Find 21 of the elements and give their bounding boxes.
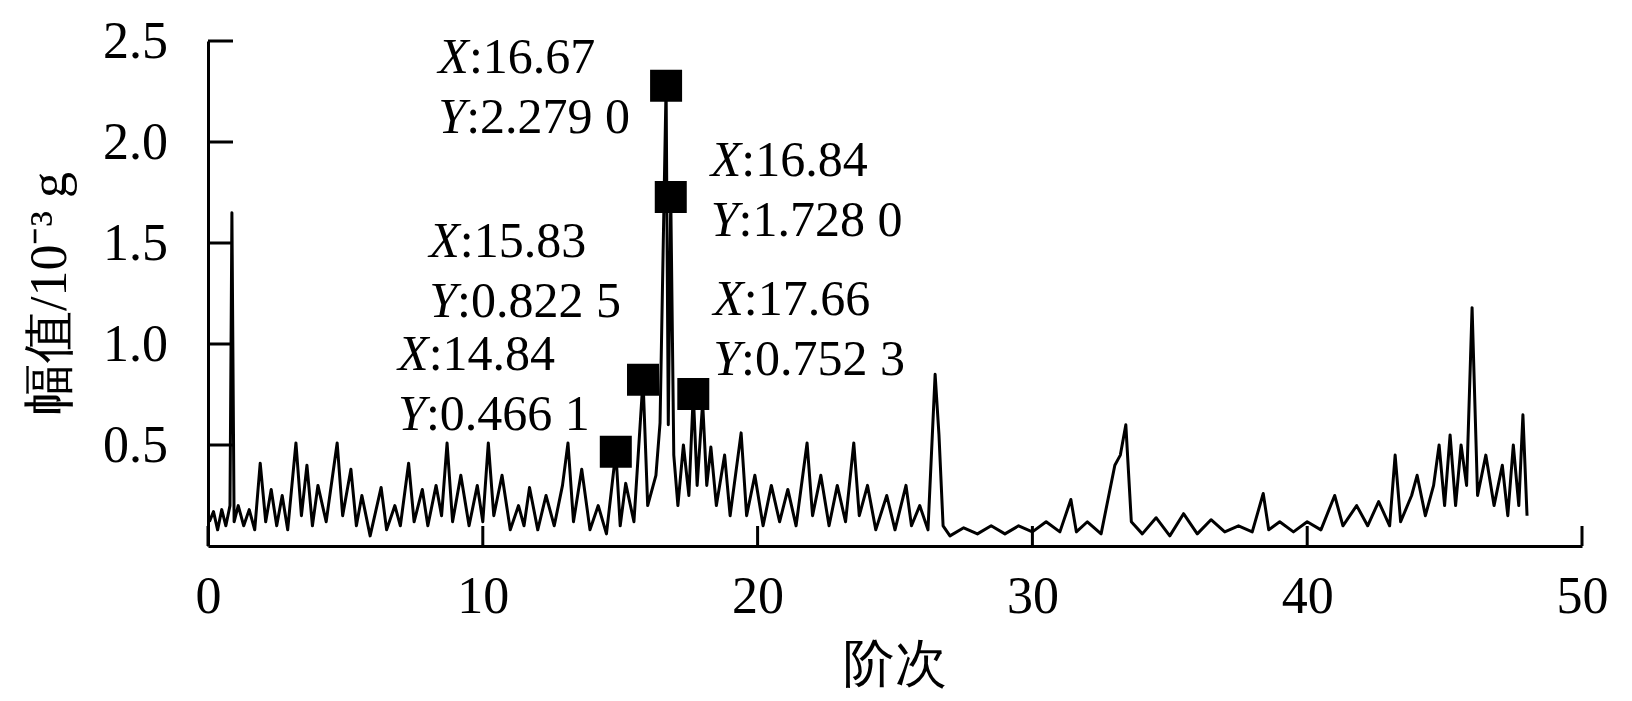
y-tick-label: 2.5: [103, 12, 168, 70]
annotation: X:17.66 Y:0.752 3: [711, 270, 906, 387]
x-tick-label: 40: [1281, 566, 1334, 624]
point: [599, 435, 632, 468]
point: [627, 363, 660, 396]
y-tick-label: 1.5: [103, 214, 168, 272]
x-tick-label: 30: [1006, 566, 1059, 624]
annotation: X:16.84 Y:1.728 0: [708, 130, 903, 247]
y-tick-label: 2.0: [103, 113, 168, 171]
y-axis-title: 幅值/10⁻³ g: [20, 171, 77, 416]
annotation: X:16.67 Y:2.279 0: [436, 27, 631, 144]
x-tick-label: 10: [457, 566, 510, 624]
point: [654, 180, 687, 213]
x-tick-label: 20: [732, 566, 785, 624]
x-tick-label: 0: [195, 566, 222, 624]
y-tick-label: 0.5: [103, 416, 168, 474]
y-tick-label: 1.0: [103, 315, 168, 373]
x-axis-title: 阶次: [843, 635, 947, 692]
x-tick-label: 50: [1556, 566, 1609, 624]
point: [677, 378, 710, 411]
point: [650, 69, 683, 102]
